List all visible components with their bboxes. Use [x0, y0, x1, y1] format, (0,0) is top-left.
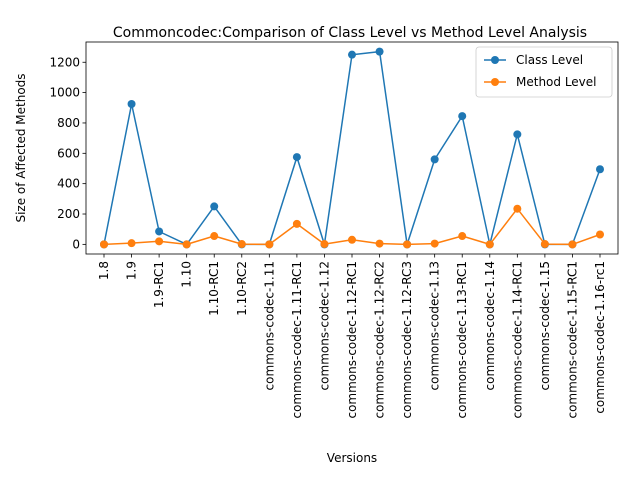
- x-tick-label: 1.8: [97, 261, 111, 280]
- data-point: [403, 240, 412, 249]
- data-point: [210, 232, 219, 241]
- data-point: [100, 240, 108, 249]
- x-tick-label: commons-codec-1.11: [262, 261, 276, 390]
- data-point: [348, 235, 356, 244]
- legend-label: Class Level: [516, 53, 583, 67]
- legend-marker: [491, 56, 499, 64]
- x-tick-label: commons-codec-1.15-RC1: [565, 261, 579, 419]
- x-axis-label: Versions: [327, 451, 377, 465]
- data-point: [485, 240, 494, 249]
- x-tick-label: commons-codec-1.14-RC1: [510, 261, 524, 419]
- data-point: [458, 232, 467, 241]
- data-point: [237, 240, 246, 249]
- data-point: [458, 112, 467, 121]
- data-point: [292, 219, 301, 228]
- x-tick-label: commons-codec-1.15: [538, 261, 552, 390]
- x-tick-label: 1.9-RC1: [152, 261, 166, 308]
- y-tick-label: 400: [57, 177, 80, 191]
- x-tick-label: 1.10: [180, 261, 194, 288]
- x-tick-label: commons-codec-1.14: [483, 261, 497, 390]
- data-point: [596, 230, 604, 239]
- data-point: [210, 202, 219, 211]
- series-1: [100, 204, 604, 249]
- y-tick-label: 200: [57, 207, 80, 221]
- legend: Class Level Method Level: [475, 46, 613, 98]
- y-tick-label: 1200: [49, 55, 80, 69]
- y-tick-label: 0: [72, 237, 80, 251]
- x-tick-label: commons-codec-1.12-RC3: [400, 261, 414, 419]
- y-tick-label: 1000: [49, 86, 80, 100]
- chart-title: Commoncodec:Comparison of Class Level vs…: [113, 25, 587, 41]
- data-point: [348, 50, 356, 59]
- x-tick-label: commons-codec-1.12-RC2: [373, 261, 387, 419]
- data-point: [596, 165, 604, 174]
- x-tick-label: commons-codec-1.11-RC1: [290, 261, 304, 419]
- data-point: [568, 240, 577, 249]
- x-tick-label: commons-codec-1.12: [317, 261, 331, 390]
- data-point: [375, 239, 384, 248]
- x-tick-label: commons-codec-1.12-RC1: [345, 261, 359, 419]
- data-point: [540, 240, 549, 249]
- data-point: [320, 240, 329, 249]
- data-point: [292, 153, 301, 162]
- y-tick-label: 800: [57, 116, 80, 130]
- data-point: [430, 155, 439, 164]
- x-tick-label: 1.10-RC2: [235, 261, 249, 316]
- legend-label: Method Level: [516, 75, 597, 89]
- data-point: [513, 204, 522, 213]
- x-tick-label: commons-codec-1.13-RC1: [455, 261, 469, 419]
- legend-marker: [491, 78, 499, 86]
- x-tick-label: 1.9: [125, 261, 139, 280]
- x-tick-label: commons-codec-1.16-rc1: [593, 261, 607, 414]
- legend-frame: [475, 46, 613, 98]
- data-point: [182, 240, 191, 249]
- data-point: [155, 227, 164, 236]
- data-point: [127, 99, 136, 108]
- data-point: [155, 237, 164, 246]
- data-point: [127, 239, 136, 248]
- y-tick-label: 600: [57, 146, 80, 160]
- data-point: [430, 239, 439, 248]
- data-point: [513, 130, 522, 139]
- data-point: [375, 47, 384, 56]
- x-tick-label: commons-codec-1.13: [428, 261, 442, 390]
- y-axis-label: Size of Affected Methods: [14, 73, 28, 222]
- x-tick-label: 1.10-RC1: [207, 261, 221, 316]
- data-point: [265, 240, 274, 249]
